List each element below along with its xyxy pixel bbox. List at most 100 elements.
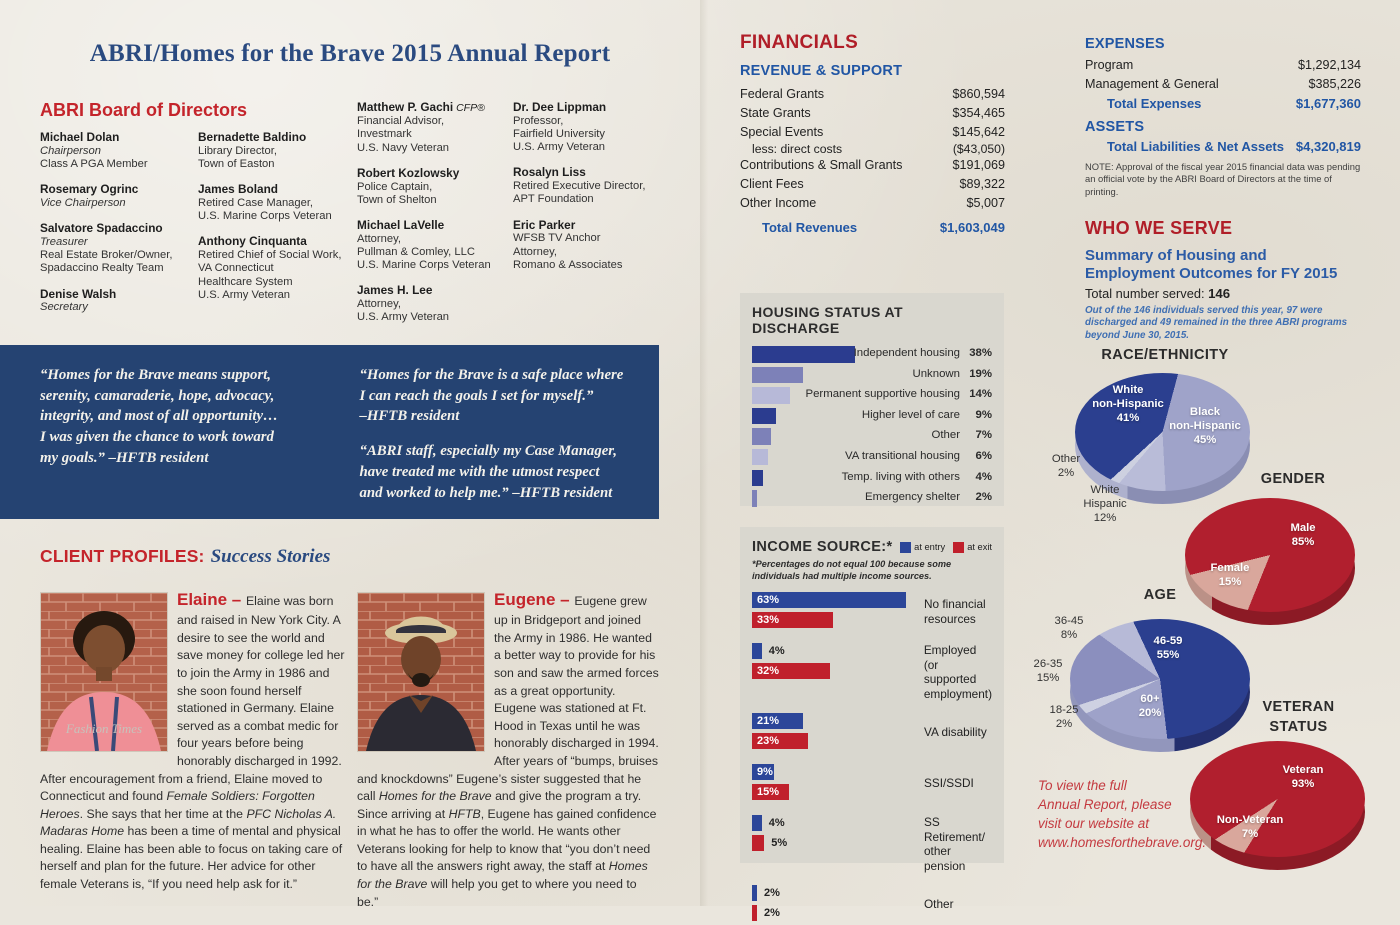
page-fold-divider	[700, 0, 708, 906]
member-role: Retired Case Manager,	[198, 196, 314, 209]
who-we-serve-note: Out of the 146 individuals served this y…	[1085, 304, 1348, 342]
financial-label: State Grants	[740, 106, 811, 120]
income-bar-row: 2%	[752, 884, 920, 901]
housing-chart-title: HOUSING STATUS AT DISCHARGE	[752, 304, 903, 336]
story-segment: Elaine was born and raised in New York C…	[40, 594, 345, 804]
pie-slice-label: Female 15%	[1210, 562, 1250, 588]
board-of-directors-section: ABRI Board of Directors Michael Dolan Cha…	[40, 100, 665, 323]
financial-value: $145,642	[952, 125, 1005, 139]
board-column: Bernadette Baldino Library Director, Town …	[198, 100, 357, 336]
financial-value: $860,594	[952, 87, 1005, 101]
income-bar	[752, 814, 762, 831]
financial-value: $385,226	[1308, 77, 1361, 91]
financial-subrow: less: direct costs ($43,050)	[740, 142, 1005, 156]
pie-slice-label: Male 85%	[1290, 522, 1316, 548]
pie-slice-label: 36-45 8%	[1054, 615, 1084, 641]
income-value-label: 2%	[764, 886, 780, 899]
income-bar	[752, 642, 762, 659]
profile-elaine: Fashion Times Elaine – Elaine was born a…	[40, 588, 346, 894]
income-bar: 21%	[752, 712, 804, 729]
member-role: Professor,	[513, 114, 564, 127]
board-member: James Boland Retired Case Manager, U.S. Ma…	[198, 182, 347, 223]
revenue-heading: REVENUE & SUPPORT	[740, 63, 903, 79]
income-category-label: SS Retirement/ other pension	[924, 814, 985, 874]
financial-label: Federal Grants	[740, 87, 824, 101]
member-role: Town of Shelton	[357, 193, 437, 206]
income-bar-row: 23%	[752, 732, 920, 749]
housing-bar-row: Temp. living with others 4%	[752, 468, 992, 489]
member-name: Denise Walsh	[40, 286, 117, 301]
housing-bar	[752, 387, 790, 404]
income-legend: at entry at exit	[900, 541, 992, 553]
eugene-photo	[357, 592, 485, 752]
total-served-line: Total number served: 146	[1085, 286, 1375, 301]
member-role: Attorney,	[357, 232, 401, 245]
member-role: Financial Advisor,	[357, 115, 445, 128]
member-role: Retired Chief of Social Work,	[198, 249, 342, 262]
housing-bar-row: Permanent supportive housing 14%	[752, 385, 992, 406]
income-group: 4% 5% SS Retirement/ other pension	[752, 814, 992, 874]
income-category-label: SSI/SSDI	[924, 776, 974, 791]
member-name: Bernadette Baldino	[198, 130, 307, 144]
member-role: U.S. Marine Corps Veteran	[198, 210, 332, 223]
total-liabilities-value: $4,320,819	[1295, 139, 1361, 154]
income-bar-row: 32%	[752, 662, 920, 679]
member-name: Salvatore Spadaccino	[40, 221, 163, 236]
financial-label: Program	[1085, 58, 1134, 72]
income-chart-title: INCOME SOURCE:*	[752, 539, 893, 555]
who-we-serve-heading: WHO WE SERVE	[1085, 218, 1233, 238]
housing-value-label: 7%	[975, 429, 992, 442]
member-credential: CFP®	[453, 102, 485, 114]
income-groups: 63% 33% No financial resources 4% 32% Employe…	[752, 591, 992, 925]
member-role: Fairfield University	[513, 127, 606, 140]
income-bar: 32%	[752, 662, 831, 679]
member-role: Secretary	[40, 301, 88, 314]
income-bars: 2% 2%	[752, 884, 920, 925]
financial-row: Contributions & Small Grants $191,069	[740, 156, 1005, 175]
member-role: APT Foundation	[513, 193, 594, 206]
financial-label: Other Income	[740, 196, 817, 210]
board-column: Dr. Dee Lippman Professor, Fairfield Unive…	[513, 100, 660, 336]
member-role: WFSB TV Anchor	[513, 232, 601, 245]
story-segment: HFTB	[448, 806, 481, 821]
member-role: U.S. Navy Veteran	[357, 141, 450, 154]
housing-value-label: 19%	[969, 367, 992, 380]
housing-bar	[752, 490, 758, 507]
income-bar-row: 21%	[752, 712, 920, 729]
income-value-label: 5%	[771, 836, 788, 849]
income-footnote: *Percentages do not equal 100 because so…	[752, 559, 952, 581]
member-role: Spadaccino Realty Team	[40, 262, 164, 275]
race-pie-chart: Black non-Hispanic 45% White Hispanic 12%…	[1036, 365, 1286, 535]
income-source-chart: INCOME SOURCE:* at entry at exit *Percent…	[740, 527, 1004, 921]
income-bar-row: 4%	[752, 642, 920, 659]
board-member: Salvatore Spadaccino Treasurer Real Estate…	[40, 221, 188, 275]
housing-bar	[752, 448, 769, 466]
legend-label: at entry	[914, 542, 946, 552]
board-member: Matthew P. Gachi CFP® Financial Advisor, I…	[357, 100, 503, 155]
income-bar	[752, 904, 757, 921]
financial-value: $5,007	[966, 196, 1005, 210]
housing-bar-row: Emergency shelter 2%	[752, 488, 992, 509]
financials-section: FINANCIALS REVENUE & SUPPORT Federal Gra…	[740, 32, 1005, 235]
total-served-label: Total number served:	[1085, 285, 1209, 301]
member-role: VA Connecticut	[198, 262, 274, 275]
story-segment: , Eugene has gained confidence in what h…	[357, 806, 657, 874]
total-expenses-label: Total Expenses	[1107, 96, 1202, 111]
member-role: Chairperson	[40, 144, 101, 157]
client-profiles-label: CLIENT PROFILES:	[40, 546, 205, 566]
income-bar-row: 2%	[752, 904, 920, 921]
age-chart-title: AGE	[1143, 587, 1177, 603]
profile-eugene: Eugene – Eugene grew up in Bridgeport an…	[357, 588, 660, 911]
housing-category-label: VA transitional housing	[844, 449, 960, 462]
board-column: Michael Dolan Chairperson Class A PGA Memb…	[40, 100, 198, 336]
member-role: Library Director,	[198, 144, 277, 157]
member-role: Real Estate Broker/Owner,	[40, 249, 173, 262]
financial-row: Special Events $145,642	[740, 123, 1005, 142]
legend-label: at exit	[967, 542, 992, 552]
race-chart-title: RACE/ETHNICITY	[1101, 347, 1229, 363]
housing-category-label: Unknown	[912, 367, 961, 380]
financial-label: Client Fees	[740, 177, 804, 191]
housing-category-label: Temp. living with others	[841, 470, 960, 483]
member-role: U.S. Marine Corps Veteran	[357, 259, 491, 272]
financial-value: $89,322	[959, 177, 1005, 191]
